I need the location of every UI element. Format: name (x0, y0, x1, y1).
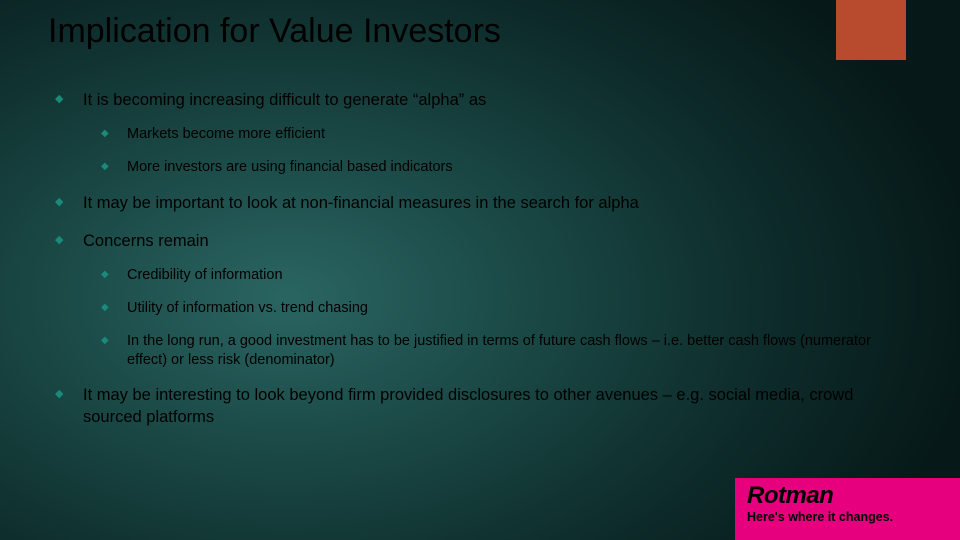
bullet-text: It is becoming increasing difficult to g… (83, 91, 486, 109)
bullet-text: Credibility of information (127, 267, 283, 283)
slide-content: It is becoming increasing difficult to g… (55, 90, 900, 444)
list-item: It may be interesting to look beyond fir… (55, 385, 900, 428)
bullet-text: Utility of information vs. trend chasing (127, 300, 368, 316)
bullet-text: Markets become more efficient (127, 126, 325, 142)
list-item: Credibility of information (101, 266, 900, 285)
logo-name: Rotman (747, 484, 948, 508)
bullet-text: Concerns remain (83, 232, 209, 250)
logo-box: Rotman Here's where it changes. (735, 478, 960, 540)
bullet-text: More investors are using financial based… (127, 159, 453, 175)
bullet-text: In the long run, a good investment has t… (127, 333, 871, 368)
list-item: In the long run, a good investment has t… (101, 332, 900, 370)
logo-tagline: Here's where it changes. (747, 510, 948, 524)
slide-title: Implication for Value Investors (48, 12, 960, 51)
title-bar: Implication for Value Investors (48, 12, 960, 51)
bullet-sublist: Markets become more efficient More inves… (101, 125, 900, 177)
bullet-text: It may be important to look at non-finan… (83, 194, 639, 212)
list-item: It is becoming increasing difficult to g… (55, 90, 900, 177)
list-item: Markets become more efficient (101, 125, 900, 144)
list-item: Concerns remain Credibility of informati… (55, 231, 900, 370)
bullet-text: It may be interesting to look beyond fir… (83, 386, 853, 425)
list-item: It may be important to look at non-finan… (55, 193, 900, 214)
bullet-sublist: Credibility of information Utility of in… (101, 266, 900, 369)
list-item: Utility of information vs. trend chasing (101, 299, 900, 318)
bullet-list: It is becoming increasing difficult to g… (55, 90, 900, 428)
list-item: More investors are using financial based… (101, 158, 900, 177)
